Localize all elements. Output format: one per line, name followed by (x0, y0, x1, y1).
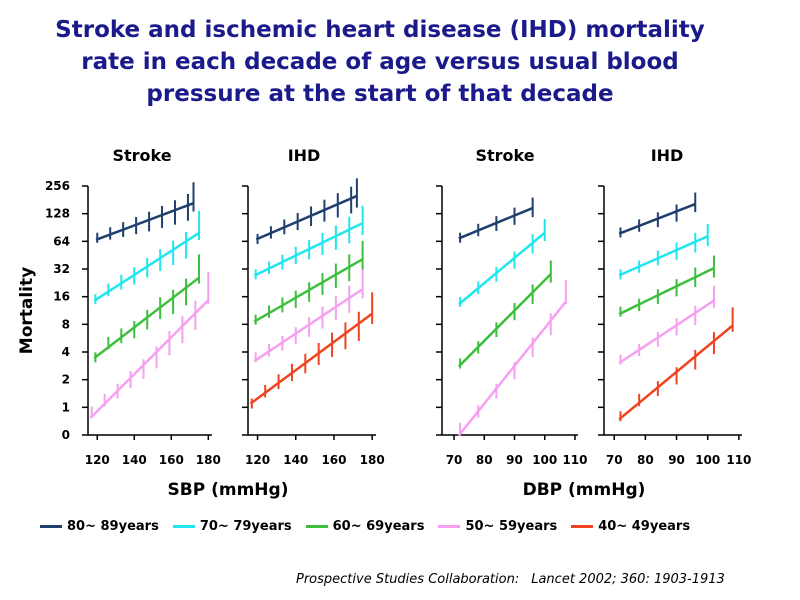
x-tick-label: 80 (476, 453, 493, 467)
legend-item-70-79: 70~ 79years (172, 519, 292, 534)
legend-label-40-49: 40~ 49years (598, 519, 691, 534)
legend-item-80-89: 80~ 89years (40, 519, 159, 534)
x-tick-label: 140 (122, 453, 147, 467)
panel-title: IHD (288, 146, 321, 165)
series-line-70-79 (457, 231, 546, 306)
x-axis-title-dbp: DBP (mmHg) (523, 480, 646, 500)
citation: Prospective Studies Collaboration: Lancet… (296, 572, 725, 594)
x-tick-label: 80 (637, 453, 654, 467)
x-tick-label: 110 (562, 453, 587, 467)
legend-swatch-80-89 (40, 525, 62, 528)
citation-source: Prospective Studies Collaboration: (296, 572, 520, 587)
x-tick-label: 90 (668, 453, 685, 467)
chart-panel-3: Stroke 70 80 90 100 110 (436, 146, 588, 467)
legend: 80~ 89years 70~ 79years 60~ 69years 50~ … (40, 519, 690, 534)
title-line-1: Stroke and ischemic heart disease (IHD) … (55, 17, 705, 43)
chart-panel-2: IHD 120 140 160 180 (242, 146, 385, 467)
series-line-50-59 (89, 299, 210, 419)
x-tick-label: 70 (446, 453, 463, 467)
y-tick-label: 2 (62, 373, 70, 387)
series-line-40-49 (249, 312, 373, 405)
x-tick-label: 120 (85, 453, 110, 467)
x-axis-title-sbp: SBP (mmHg) (168, 480, 289, 500)
chart-panel-1: Stroke 120 140 160 180 (82, 146, 221, 467)
y-tick-label: 8 (62, 317, 70, 331)
legend-item-50-59: 50~ 59years (438, 519, 557, 534)
y-axis-title: Mortality (17, 267, 37, 354)
legend-swatch-50-59 (438, 525, 461, 528)
legend-label-60-69: 60~ 69years (332, 519, 425, 534)
legend-swatch-40-49 (571, 525, 594, 528)
x-tick-label: 180 (360, 453, 385, 467)
y-tick-label: 256 (45, 179, 70, 193)
y-tick-label: 64 (53, 234, 70, 248)
series-line-50-59 (457, 300, 567, 437)
x-tick-label: 110 (726, 453, 751, 467)
title-line-3: pressure at the start of that decade (146, 81, 614, 107)
y-tick-label: 1 (62, 400, 70, 414)
y-tick-label: 16 (53, 290, 70, 304)
y-tick-label: 4 (62, 345, 70, 359)
panel-title: Stroke (112, 146, 171, 165)
x-tick-label: 180 (196, 453, 221, 467)
legend-item-40-49: 40~ 49years (571, 519, 690, 534)
page-title: Stroke and ischemic heart disease (IHD) … (0, 14, 760, 110)
panel-title: Stroke (475, 146, 534, 165)
legend-label-70-79: 70~ 79years (199, 519, 292, 534)
legend-swatch-60-69 (305, 525, 328, 528)
y-tick-label: 32 (53, 262, 70, 276)
x-tick-label: 160 (159, 453, 184, 467)
series-line-80-89 (255, 194, 358, 241)
title-line-2: rate in each decade of age versus usual … (81, 49, 679, 75)
x-tick-label: 90 (506, 453, 523, 467)
y-tick-label: 0 (62, 428, 70, 442)
panel-title: IHD (651, 146, 684, 165)
x-tick-label: 120 (245, 453, 270, 467)
chart-panel-4: IHD 70 80 90 100 110 (598, 146, 751, 467)
x-tick-label: 100 (532, 453, 557, 467)
y-tick-label: 128 (45, 207, 70, 221)
x-tick-label: 140 (283, 453, 308, 467)
legend-item-60-69: 60~ 69years (305, 519, 425, 534)
series-line-80-89 (95, 201, 194, 241)
legend-swatch-70-79 (172, 525, 195, 528)
series-line-60-69 (618, 267, 715, 316)
x-tick-label: 160 (321, 453, 346, 467)
x-tick-label: 70 (606, 453, 623, 467)
legend-label-50-59: 50~ 59years (465, 519, 558, 534)
citation-reference: Lancet 2002; 360: 1903-1913 (531, 572, 725, 587)
series-line-60-69 (457, 273, 552, 368)
legend-label-80-89: 80~ 89years (67, 519, 159, 534)
series-line-70-79 (618, 235, 709, 277)
series-line-50-59 (618, 299, 715, 365)
x-tick-label: 100 (695, 453, 720, 467)
